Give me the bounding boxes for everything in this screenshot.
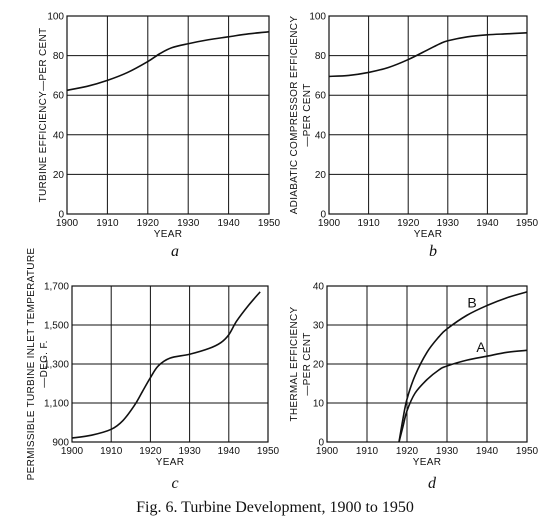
x-tick-label: 1950 <box>257 446 280 457</box>
y-axis-title: PERMISSIBLE TURBINE INLET TEMPERATURE —DE… <box>26 248 50 481</box>
x-tick-label: 1940 <box>476 446 499 457</box>
figure-caption: Fig. 6. Turbine Development, 1900 to 195… <box>136 499 414 516</box>
y-tick-label: 1,300 <box>44 360 69 371</box>
x-tick-label: 1900 <box>318 218 341 229</box>
series-line <box>328 32 528 78</box>
x-tick-label: 1900 <box>316 446 339 457</box>
y-tick-label: 100 <box>47 12 64 23</box>
x-tick-label: 1920 <box>396 446 419 457</box>
chart-panel-b: 1900 1910 1920 1930 1940 1950 0 20 40 60 80 100 YEAR… <box>289 12 539 261</box>
x-tick-label: 1910 <box>357 218 380 229</box>
x-tick-label: 1920 <box>397 218 420 229</box>
y-tick-label: 60 <box>53 91 65 102</box>
x-tick-label: 1950 <box>516 218 539 229</box>
series-label-a: A <box>476 339 486 355</box>
panel-label: d <box>428 475 437 492</box>
y-tick-label: 20 <box>313 360 325 371</box>
panel-label: b <box>429 243 437 260</box>
plot-frame <box>71 285 269 443</box>
plot-frame <box>66 15 270 215</box>
x-tick-label: 1910 <box>100 446 123 457</box>
y-axis-title: THERMAL EFFICIENCY —PER CENT <box>289 306 313 421</box>
x-tick-label: 1900 <box>56 218 79 229</box>
y-tick-label: 20 <box>53 170 65 181</box>
y-axis-title: TURBINE EFFICIENCY—PER CENT <box>38 28 49 203</box>
x-axis-title: YEAR <box>413 457 441 468</box>
y-tick-label: 1,500 <box>44 321 69 332</box>
chart-panel-c: 1900 1910 1920 1930 1940 1950 900 1,100 1,300 1,5… <box>26 248 280 492</box>
x-tick-label: 1930 <box>437 218 460 229</box>
x-tick-label: 1950 <box>258 218 281 229</box>
y-tick-label: 0 <box>318 438 324 449</box>
x-axis-title: YEAR <box>156 457 184 468</box>
x-tick-label: 1950 <box>516 446 539 457</box>
y-tick-label: 100 <box>309 12 326 23</box>
y-tick-label: 60 <box>315 91 327 102</box>
y-tick-label: 30 <box>313 321 325 332</box>
series-line <box>66 31 270 92</box>
chart-panel-d: 1900 1910 1920 1930 1940 1950 0 10 20 30 40 YEAR THE… <box>289 282 539 493</box>
y-axis-title: ADIABATIC COMPRESSOR EFFICIENCY —PER CENT <box>289 16 313 215</box>
y-tick-label: 1,100 <box>44 399 69 410</box>
y-tick-label: 40 <box>313 282 325 293</box>
panel-label: c <box>171 475 178 492</box>
series-line-b <box>398 291 528 443</box>
y-tick-label: 0 <box>320 210 326 221</box>
y-tick-label: 0 <box>58 210 64 221</box>
y-tick-label: 10 <box>313 399 325 410</box>
series-label-b: B <box>467 294 476 310</box>
x-tick-label: 1930 <box>178 446 201 457</box>
y-tick-label: 40 <box>53 130 65 141</box>
x-tick-label: 1920 <box>139 446 162 457</box>
y-tick-label: 80 <box>315 51 327 62</box>
x-tick-label: 1930 <box>436 446 459 457</box>
y-tick-label: 40 <box>315 130 327 141</box>
x-tick-label: 1940 <box>217 218 240 229</box>
plot-frame <box>326 285 528 443</box>
x-tick-label: 1900 <box>61 446 84 457</box>
chart-panel-a: 1900 1910 1920 1930 1940 1950 0 20 40 60 80 100 YEAR… <box>38 12 281 261</box>
y-tick-label: 20 <box>315 170 327 181</box>
x-tick-label: 1940 <box>218 446 241 457</box>
series-line-a <box>398 349 528 443</box>
y-tick-label: 1,700 <box>44 282 69 293</box>
y-tick-label: 900 <box>52 438 69 449</box>
x-tick-label: 1940 <box>476 218 499 229</box>
x-tick-label: 1920 <box>137 218 160 229</box>
x-tick-label: 1930 <box>177 218 200 229</box>
panel-label: a <box>171 243 179 260</box>
x-axis-title: YEAR <box>414 229 442 240</box>
y-tick-label: 80 <box>53 51 65 62</box>
series-line <box>71 291 261 439</box>
x-tick-label: 1910 <box>96 218 119 229</box>
x-axis-title: YEAR <box>154 229 182 240</box>
x-tick-label: 1910 <box>356 446 379 457</box>
plot-frame <box>328 15 528 215</box>
